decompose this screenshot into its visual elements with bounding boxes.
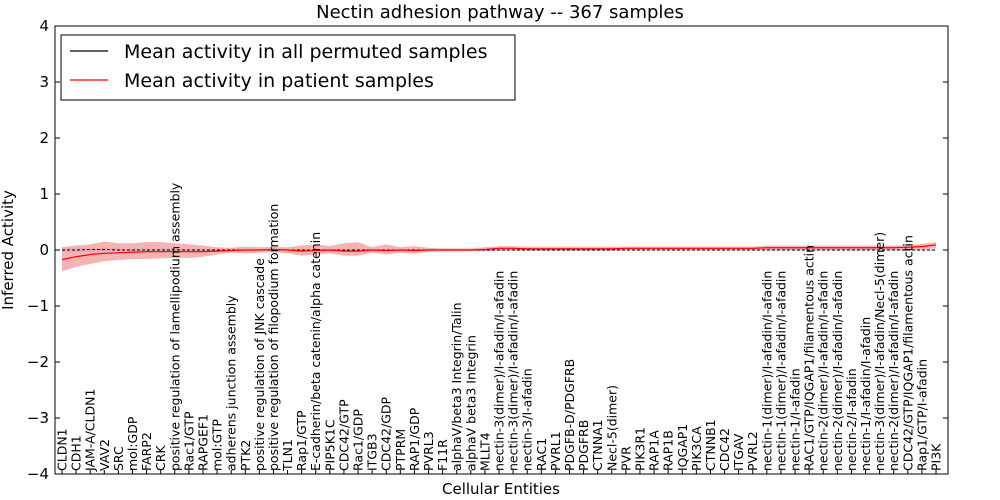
x-category-label: E-cadherin/beta catenin/alpha catenin: [308, 232, 323, 471]
axes-frame: [54, 25, 949, 475]
x-category-label: alphaV/beta3 Integrin/Talin: [449, 303, 464, 472]
x-category-label: JAM-A/CLDN1: [83, 389, 98, 472]
x-category-label: CTNNA1: [590, 419, 605, 471]
y-tick-label: −4: [27, 465, 49, 483]
x-category-label: PIK3R1: [632, 427, 647, 471]
x-category-label: positive regulation of lamellipodium ass…: [167, 182, 182, 471]
x-category-label: nectin-3(dimer)/I-afadin/Necl-5(dimer): [872, 232, 887, 471]
x-category-label: mol:GTP: [210, 419, 225, 471]
x-category-label: Rap1/GTP: [294, 410, 309, 471]
x-category-label: positive regulation of JNK cascade: [252, 258, 267, 471]
legend-label-permuted: Mean activity in all permuted samples: [124, 41, 487, 63]
legend: Mean activity in all permuted samples Me…: [60, 34, 516, 101]
band-patient: [62, 241, 936, 272]
x-category-label: RAC1/GTP/IQGAP1/filamentous actin: [802, 245, 817, 471]
x-category-label: Rap1/GTP/I-afadin: [914, 359, 929, 471]
x-category-label: FARP2: [139, 432, 154, 471]
x-axis-label: Cellular Entities: [442, 480, 560, 498]
x-category-label: TLN1: [280, 439, 295, 472]
x-category-label: SRC: [111, 446, 126, 471]
series-line-permuted: [62, 248, 936, 251]
x-category-label: PDGFB-D/PDGFRB: [562, 359, 577, 471]
y-tick-label: 3: [39, 73, 49, 91]
x-category-label: RAC1: [534, 438, 549, 471]
x-category-label: RAP1/GDP: [407, 407, 422, 471]
x-category-label: RAP1B: [661, 430, 676, 471]
x-category-label: VAV2: [97, 439, 112, 471]
x-category-label: nectin-1(dimer)/I-afadin/I-afadin: [759, 271, 774, 471]
y-tick-label: 1: [39, 185, 49, 203]
y-tick-label: 0: [39, 241, 49, 259]
series-line-patient: [61, 244, 937, 261]
x-category-label: CTNNB1: [703, 419, 718, 471]
x-category-label: PTPRM: [393, 429, 408, 471]
x-category-label: nectin-3(dimer)/I-afadin/I-afadin: [506, 271, 521, 471]
x-category-label: nectin-1(dimer)/I-afadin/I-afadin: [773, 271, 788, 471]
x-category-label: MLLT4: [477, 432, 492, 471]
y-tick-label: −1: [27, 297, 49, 315]
x-axis-categories: CLDN1 CDH1 JAM-A/CLDN1 VAV2 SRC mol:GDP FARP2 C…: [55, 182, 944, 474]
x-category-label: nectin-2/I-afadin: [844, 368, 859, 471]
x-category-label: nectin-2(dimer)/I-afadin/I-afadin: [830, 271, 845, 471]
y-axis-ticks: −4 −3 −2 −1 0 1 2 3 4: [27, 17, 948, 483]
x-category-label: nectin-3/I-afadin: [520, 368, 535, 471]
chart-title: Nectin adhesion pathway -- 367 samples: [316, 2, 684, 23]
x-category-label: nectin-1/I-afadin/I-afadin: [858, 317, 873, 471]
x-category-label: CLDN1: [55, 428, 70, 471]
x-category-label: positive regulation of filopodium format…: [266, 204, 281, 471]
x-category-label: CDC42/GTP/IQGAP1/filamentous actin: [900, 235, 915, 471]
x-category-label: IQGAP1: [675, 424, 690, 471]
x-category-label: Rac1/GTP: [181, 411, 196, 471]
x-category-label: F11R: [435, 439, 450, 471]
x-category-label: PVRL1: [548, 431, 563, 471]
x-category-label: Necl-5(dimer): [604, 385, 619, 471]
legend-label-patient: Mean activity in patient samples: [124, 70, 434, 92]
x-category-label: PTK2: [238, 440, 253, 471]
x-category-label: nectin-2(dimer)/I-afadin/I-afadin: [886, 271, 901, 471]
y-tick-label: 2: [39, 129, 49, 147]
x-category-label: CRK: [153, 445, 168, 471]
x-category-label: nectin-1/I-afadin: [788, 368, 803, 471]
x-category-label: Rac1/GDP: [351, 409, 366, 471]
x-category-label: CDC42/GDP: [379, 396, 394, 471]
y-tick-label: −3: [27, 409, 49, 427]
x-category-label: PVRL3: [421, 431, 436, 471]
plot-area: [61, 241, 937, 272]
x-category-label: CDC42: [717, 428, 732, 471]
x-category-label: mol:GDP: [125, 416, 140, 471]
x-category-label: CDH1: [69, 435, 84, 471]
y-axis-label: Inferred Activity: [0, 190, 17, 310]
x-category-label: PI3K: [929, 443, 944, 471]
x-category-label: RAPGEF1: [195, 414, 210, 471]
x-category-label: alphaV beta3 Integrin: [463, 335, 478, 471]
x-category-label: PDGFRB: [576, 420, 591, 471]
x-category-label: CDC42/GTP: [336, 399, 351, 471]
x-category-label: PIP5K1C: [322, 419, 337, 471]
x-category-label: PVRL2: [745, 431, 760, 471]
x-category-label: ITGAV: [731, 433, 746, 471]
legend-box: [60, 34, 516, 101]
x-category-label: ITGB3: [365, 433, 380, 471]
x-category-label: PVR: [618, 446, 633, 471]
x-category-label: nectin-3(dimer)/I-afadin/I-afadin: [492, 271, 507, 471]
y-tick-label: 4: [39, 17, 49, 35]
x-category-label: nectin-2(dimer)/I-afadin/I-afadin: [816, 271, 831, 471]
x-category-label: PIK3CA: [689, 426, 704, 471]
y-tick-label: −2: [27, 353, 49, 371]
x-category-label: RAP1A: [647, 430, 662, 471]
x-category-label: adherens junction assembly: [224, 295, 239, 471]
